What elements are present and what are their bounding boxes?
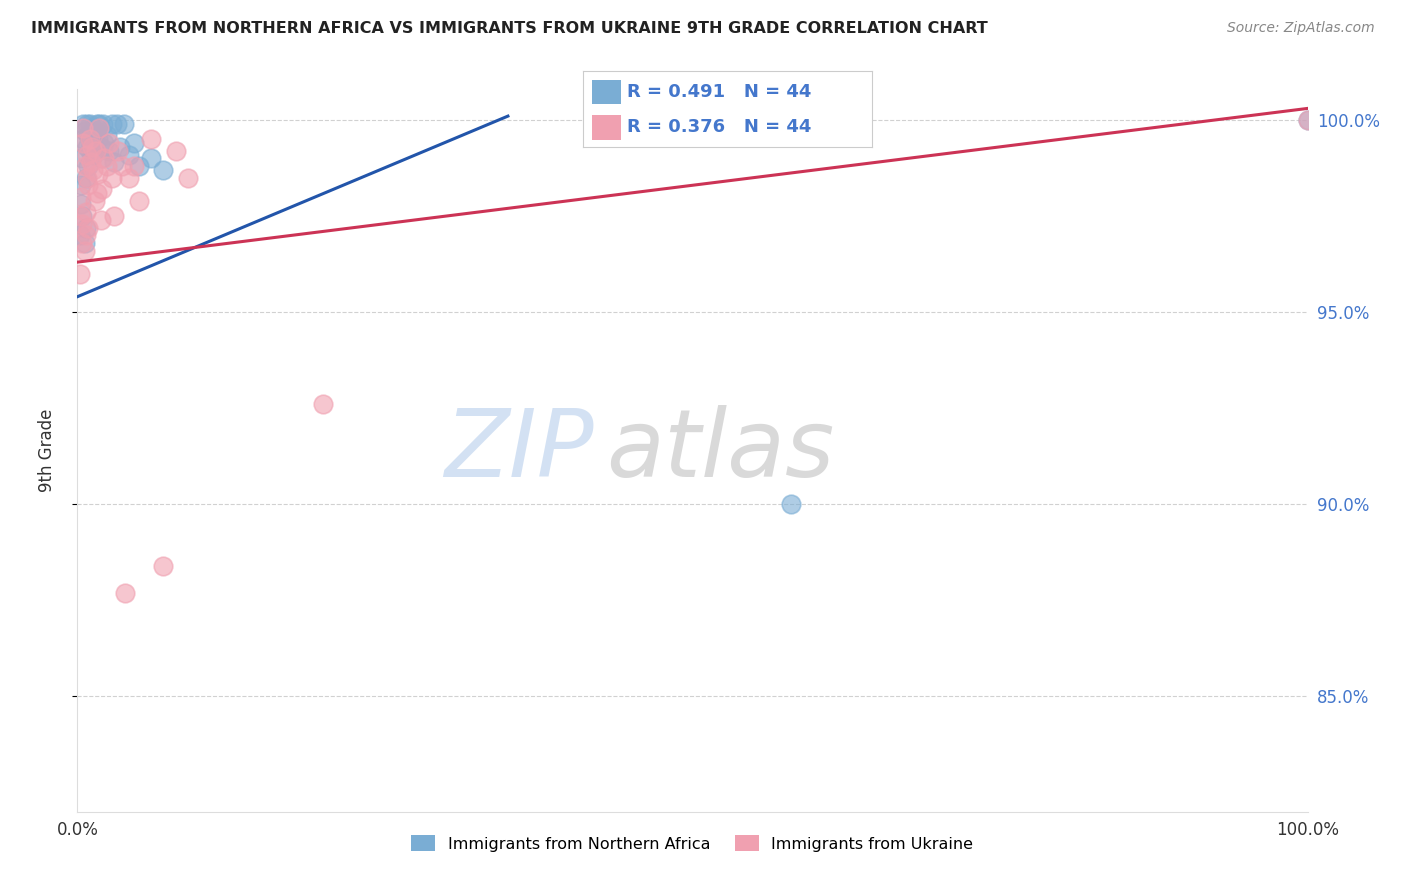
- Point: [73, 159, 96, 173]
- Point: [76, 147, 98, 161]
- Point: [93, 152, 115, 166]
- Point: [84, 144, 107, 158]
- Point: [128, 159, 150, 173]
- Point: [82, 140, 104, 154]
- Point: [84, 124, 107, 138]
- Point: [82, 162, 104, 177]
- Point: [112, 117, 135, 131]
- Point: [73, 235, 96, 250]
- Point: [69, 267, 91, 281]
- Point: [87, 167, 110, 181]
- Bar: [592, 79, 621, 104]
- Point: [101, 170, 124, 185]
- Text: ZIP: ZIP: [444, 405, 595, 496]
- Point: [70, 235, 93, 250]
- Point: [76, 170, 98, 185]
- Text: Source: ZipAtlas.com: Source: ZipAtlas.com: [1227, 21, 1375, 35]
- Y-axis label: 9th Grade: 9th Grade: [38, 409, 56, 492]
- Point: [70, 209, 93, 223]
- Bar: [592, 115, 621, 140]
- Point: [111, 159, 132, 173]
- Point: [86, 117, 108, 131]
- Point: [90, 140, 112, 154]
- Point: [114, 585, 136, 599]
- Point: [82, 120, 104, 135]
- Point: [103, 209, 125, 223]
- Point: [77, 220, 100, 235]
- Point: [80, 155, 103, 169]
- Point: [72, 132, 94, 146]
- Text: R = 0.491   N = 44: R = 0.491 N = 44: [627, 83, 811, 101]
- Point: [780, 497, 803, 511]
- Point: [77, 178, 100, 193]
- Point: [72, 120, 94, 135]
- Point: [118, 147, 141, 161]
- Point: [141, 152, 163, 166]
- Point: [1296, 112, 1319, 127]
- Point: [152, 162, 174, 177]
- Point: [77, 159, 100, 173]
- Point: [128, 194, 150, 208]
- Point: [75, 220, 97, 235]
- Point: [101, 117, 124, 131]
- Point: [96, 128, 118, 143]
- Legend: Immigrants from Northern Africa, Immigrants from Ukraine: Immigrants from Northern Africa, Immigra…: [405, 829, 980, 858]
- Point: [70, 178, 93, 193]
- Text: R = 0.376   N = 44: R = 0.376 N = 44: [627, 119, 811, 136]
- Point: [90, 152, 114, 166]
- Point: [122, 136, 145, 150]
- Point: [93, 136, 115, 150]
- Point: [89, 117, 111, 131]
- Point: [75, 170, 97, 185]
- Point: [70, 217, 93, 231]
- Point: [73, 244, 96, 258]
- Point: [83, 194, 105, 208]
- Point: [72, 136, 94, 150]
- Point: [152, 558, 174, 573]
- Point: [70, 209, 93, 223]
- Point: [103, 155, 125, 169]
- Text: IMMIGRANTS FROM NORTHERN AFRICA VS IMMIGRANTS FROM UKRAINE 9TH GRADE CORRELATION: IMMIGRANTS FROM NORTHERN AFRICA VS IMMIG…: [31, 21, 987, 36]
- Point: [86, 186, 108, 200]
- Point: [76, 140, 98, 154]
- Point: [90, 212, 112, 227]
- Point: [90, 182, 114, 196]
- Point: [742, 112, 765, 127]
- Point: [141, 132, 163, 146]
- Point: [110, 140, 132, 154]
- Point: [72, 117, 94, 131]
- Point: [77, 128, 100, 143]
- Point: [80, 136, 103, 150]
- Point: [87, 132, 110, 146]
- Point: [122, 159, 145, 173]
- Point: [312, 397, 335, 411]
- Point: [98, 136, 121, 150]
- Point: [91, 117, 114, 131]
- Point: [107, 144, 129, 158]
- Point: [82, 128, 104, 143]
- Point: [79, 144, 101, 158]
- Point: [89, 120, 111, 135]
- Point: [76, 117, 98, 131]
- Point: [165, 144, 187, 158]
- Point: [98, 144, 121, 158]
- Point: [79, 117, 101, 131]
- Point: [70, 190, 93, 204]
- Point: [82, 147, 104, 161]
- Point: [75, 205, 97, 219]
- Text: atlas: atlas: [606, 405, 835, 496]
- Point: [1296, 112, 1319, 127]
- Point: [105, 117, 128, 131]
- Point: [83, 140, 105, 154]
- Point: [118, 170, 141, 185]
- Point: [79, 132, 101, 146]
- Point: [69, 228, 91, 243]
- Point: [177, 170, 200, 185]
- Point: [96, 159, 118, 173]
- Point: [70, 152, 93, 166]
- Point: [75, 228, 97, 243]
- Point: [73, 124, 96, 138]
- Point: [70, 197, 93, 211]
